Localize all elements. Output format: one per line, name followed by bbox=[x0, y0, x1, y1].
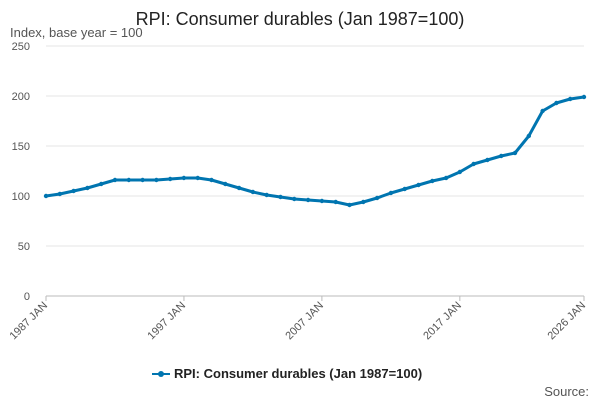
data-point bbox=[305, 197, 311, 203]
data-point bbox=[568, 96, 573, 102]
data-point bbox=[264, 192, 269, 198]
y-tick-label: 100 bbox=[12, 191, 30, 203]
y-tick-label: 200 bbox=[12, 91, 30, 103]
gridlines bbox=[46, 45, 584, 247]
x-ticks: 1987 JAN 1997 JAN 2007 JAN 2017 JAN 2026 JAN bbox=[7, 296, 588, 342]
data-point bbox=[443, 175, 449, 181]
data-point bbox=[347, 202, 352, 208]
data-point bbox=[471, 161, 476, 167]
x-tick-label: 1987 JAN bbox=[7, 300, 50, 343]
data-point bbox=[195, 175, 200, 181]
data-point bbox=[333, 199, 338, 205]
y-tick-label: 0 bbox=[24, 291, 30, 303]
series-line bbox=[45, 95, 585, 207]
data-point bbox=[430, 178, 435, 184]
data-point bbox=[112, 177, 118, 183]
data-point bbox=[457, 169, 462, 175]
x-tick-label: 2017 JAN bbox=[421, 300, 464, 343]
data-point bbox=[581, 94, 587, 100]
data-point bbox=[374, 195, 380, 201]
legend-label: RPI: Consumer durables (Jan 1987=100) bbox=[174, 366, 422, 381]
data-point bbox=[57, 191, 62, 197]
y-tick-labels: 0 50 100 150 200 250 bbox=[12, 41, 30, 303]
data-point bbox=[278, 194, 283, 200]
data-point bbox=[388, 190, 394, 196]
data-point bbox=[126, 177, 131, 183]
data-point bbox=[499, 153, 504, 159]
y-axis-label: Index, base year = 100 bbox=[10, 25, 143, 40]
data-point bbox=[416, 182, 421, 188]
data-point bbox=[402, 186, 407, 192]
source-label: Source: bbox=[544, 384, 589, 399]
data-point bbox=[292, 196, 297, 202]
x-tick-label: 2026 JAN bbox=[545, 300, 588, 343]
legend-marker-icon bbox=[158, 371, 164, 377]
series-group bbox=[43, 94, 587, 208]
legend[interactable]: RPI: Consumer durables (Jan 1987=100) bbox=[152, 366, 422, 381]
data-point bbox=[236, 185, 242, 191]
data-point bbox=[554, 100, 559, 106]
data-point bbox=[209, 177, 214, 183]
data-point bbox=[85, 185, 90, 191]
data-point bbox=[43, 193, 49, 199]
data-point bbox=[181, 175, 187, 181]
y-tick-label: 250 bbox=[12, 41, 30, 53]
x-tick-label: 2007 JAN bbox=[283, 300, 326, 343]
y-tick-label: 50 bbox=[18, 241, 30, 253]
data-point bbox=[485, 157, 490, 163]
data-point bbox=[526, 133, 531, 139]
data-point bbox=[319, 198, 325, 204]
data-point bbox=[250, 189, 256, 195]
data-point bbox=[154, 177, 159, 183]
chart-title: RPI: Consumer durables (Jan 1987=100) bbox=[136, 9, 465, 29]
data-point bbox=[140, 177, 145, 183]
y-tick-label: 150 bbox=[12, 141, 30, 153]
x-tick-label: 1997 JAN bbox=[145, 300, 188, 343]
data-point bbox=[540, 108, 545, 114]
data-point bbox=[99, 181, 104, 187]
data-point bbox=[223, 181, 228, 187]
data-point bbox=[512, 150, 518, 156]
data-point bbox=[71, 188, 76, 194]
data-point bbox=[168, 176, 173, 182]
data-point bbox=[361, 199, 366, 205]
